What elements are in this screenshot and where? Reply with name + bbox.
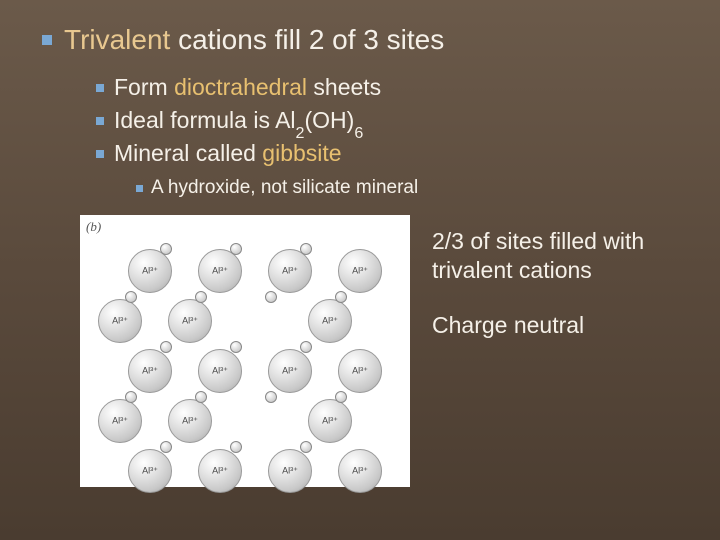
small-sphere xyxy=(160,243,172,255)
sub-text: Ideal formula is Al2(OH)6 xyxy=(114,107,363,134)
bullet-icon xyxy=(42,35,52,45)
ion-sphere xyxy=(98,399,142,443)
ion-sphere xyxy=(198,249,242,293)
ion-sphere xyxy=(268,449,312,493)
title-rest: cations fill 2 of 3 sites xyxy=(170,24,444,55)
sub-highlight: dioctrahedral xyxy=(174,74,307,100)
ion-sphere xyxy=(338,449,382,493)
lower-content: (b) 2/3 of sites filled with trivalent c… xyxy=(80,215,684,487)
slide-root: Trivalent cations fill 2 of 3 sites Form… xyxy=(0,0,720,540)
formula-sub1: 2 xyxy=(296,124,305,142)
ion-sphere xyxy=(98,299,142,343)
small-sphere xyxy=(300,341,312,353)
ion-sphere xyxy=(198,349,242,393)
formula: Al2(OH)6 xyxy=(275,107,363,133)
ion-sphere xyxy=(308,399,352,443)
small-sphere xyxy=(195,391,207,403)
small-sphere xyxy=(195,291,207,303)
ion-sphere xyxy=(128,449,172,493)
ion-sphere xyxy=(128,249,172,293)
small-sphere xyxy=(300,243,312,255)
sub-item-2: Ideal formula is Al2(OH)6 xyxy=(96,107,684,134)
title-highlight: Trivalent xyxy=(64,24,170,55)
subsub-item: A hydroxide, not silicate mineral xyxy=(136,177,684,199)
subsub-text: A hydroxide, not silicate mineral xyxy=(151,177,418,199)
sub-post: sheets xyxy=(307,74,381,100)
side-paragraph-2: Charge neutral xyxy=(432,311,684,340)
sub-highlight: gibbsite xyxy=(262,140,341,166)
small-sphere xyxy=(335,391,347,403)
ion-sphere xyxy=(268,249,312,293)
title-bullet-row: Trivalent cations fill 2 of 3 sites xyxy=(42,24,684,56)
crystal-figure: (b) xyxy=(80,215,410,487)
sub-text: Form dioctrahedral sheets xyxy=(114,74,381,101)
sub-bullet-list: Form dioctrahedral sheets Ideal formula … xyxy=(96,74,684,167)
sub-item-1: Form dioctrahedral sheets xyxy=(96,74,684,101)
small-sphere xyxy=(265,291,277,303)
small-sphere xyxy=(230,441,242,453)
bullet-icon xyxy=(136,185,143,192)
title-text: Trivalent cations fill 2 of 3 sites xyxy=(64,24,444,56)
small-sphere xyxy=(230,243,242,255)
subsub-bullet-list: A hydroxide, not silicate mineral xyxy=(136,177,684,199)
ion-sphere xyxy=(268,349,312,393)
small-sphere xyxy=(160,341,172,353)
small-sphere xyxy=(125,291,137,303)
sub-pre: Ideal formula is xyxy=(114,107,275,133)
bullet-icon xyxy=(96,84,104,92)
formula-mid: (OH) xyxy=(305,107,355,133)
sub-pre: Mineral called xyxy=(114,140,262,166)
lattice-diagram xyxy=(90,241,400,481)
ion-sphere xyxy=(128,349,172,393)
small-sphere xyxy=(300,441,312,453)
ion-sphere xyxy=(338,349,382,393)
small-sphere xyxy=(265,391,277,403)
small-sphere xyxy=(335,291,347,303)
sub-pre: Form xyxy=(114,74,174,100)
ion-sphere xyxy=(198,449,242,493)
side-text-block: 2/3 of sites filled with trivalent catio… xyxy=(432,215,684,487)
sub-text: Mineral called gibbsite xyxy=(114,140,342,167)
figure-panel-label: (b) xyxy=(86,219,101,235)
ion-sphere xyxy=(168,399,212,443)
sub-item-3: Mineral called gibbsite xyxy=(96,140,684,167)
small-sphere xyxy=(125,391,137,403)
bullet-icon xyxy=(96,117,104,125)
ion-sphere xyxy=(168,299,212,343)
side-paragraph-1: 2/3 of sites filled with trivalent catio… xyxy=(432,227,684,285)
formula-sub2: 6 xyxy=(354,124,363,142)
small-sphere xyxy=(230,341,242,353)
small-sphere xyxy=(160,441,172,453)
formula-base: Al xyxy=(275,107,295,133)
bullet-icon xyxy=(96,150,104,158)
ion-sphere xyxy=(308,299,352,343)
ion-sphere xyxy=(338,249,382,293)
